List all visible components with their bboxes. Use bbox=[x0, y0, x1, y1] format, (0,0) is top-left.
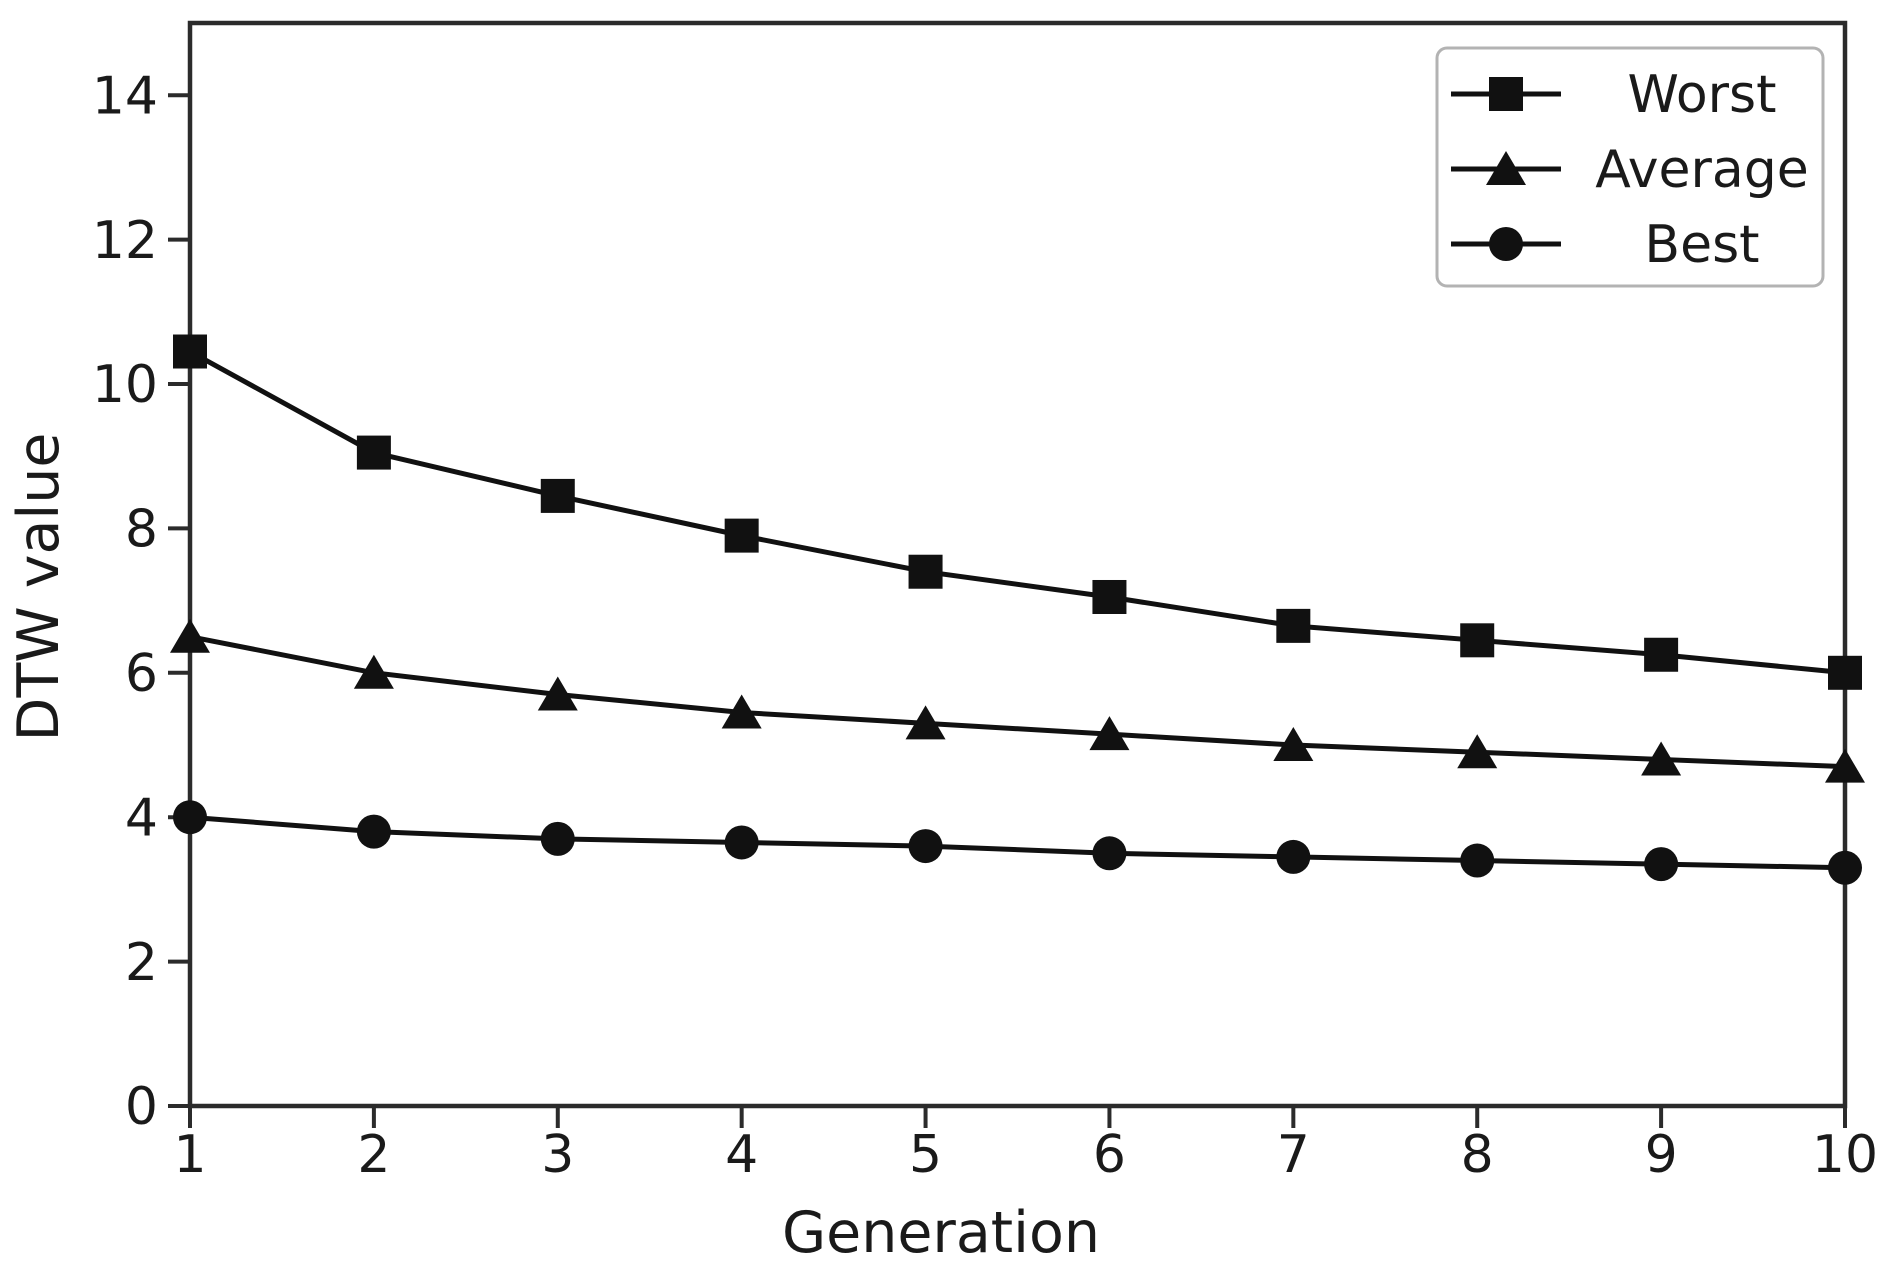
y-tick-label: 0 bbox=[125, 1077, 158, 1137]
square-marker bbox=[1828, 655, 1862, 690]
square-marker bbox=[724, 518, 759, 553]
x-tick-label: 10 bbox=[1812, 1125, 1878, 1185]
square-marker bbox=[1092, 579, 1127, 614]
circle-marker bbox=[908, 829, 943, 864]
series-line-average bbox=[189, 634, 1846, 770]
series-line-best bbox=[189, 814, 1846, 871]
series-line-worst bbox=[188, 349, 1846, 676]
circle-marker bbox=[1460, 843, 1495, 878]
circle-marker bbox=[1092, 836, 1127, 871]
square-marker bbox=[1644, 637, 1679, 672]
y-tick-label: 4 bbox=[125, 788, 158, 848]
triangle-marker bbox=[1641, 741, 1682, 776]
x-tick-label: 9 bbox=[1645, 1125, 1678, 1185]
x-tick-label: 3 bbox=[541, 1125, 574, 1185]
triangle-marker bbox=[1825, 748, 1865, 783]
x-tick-label: 4 bbox=[725, 1125, 758, 1185]
legend-box bbox=[1435, 46, 1825, 288]
circle-marker bbox=[1489, 227, 1523, 261]
circle-marker bbox=[724, 825, 759, 860]
y-tick-label: 14 bbox=[92, 66, 158, 126]
circle-marker bbox=[356, 814, 391, 849]
square-marker bbox=[1489, 77, 1523, 111]
triangle-marker bbox=[1486, 151, 1526, 185]
legend-label-average: Average bbox=[1595, 140, 1809, 200]
y-tick-label: 2 bbox=[125, 933, 158, 993]
x-tick-label: 8 bbox=[1461, 1125, 1494, 1185]
square-marker bbox=[1276, 608, 1311, 643]
triangle-marker bbox=[1089, 716, 1130, 751]
legend: Worst Average Best bbox=[1435, 46, 1825, 288]
triangle-marker bbox=[1457, 734, 1498, 769]
triangle-marker bbox=[353, 654, 394, 689]
square-marker bbox=[173, 334, 207, 369]
circle-marker bbox=[1644, 847, 1679, 882]
y-axis-label: DTW value bbox=[6, 433, 72, 742]
y-tick-label: 10 bbox=[92, 355, 158, 415]
x-tick-label: 7 bbox=[1277, 1125, 1310, 1185]
triangle-marker bbox=[905, 705, 946, 740]
triangle-marker bbox=[170, 618, 210, 653]
x-axis-label: Generation bbox=[782, 1200, 1100, 1266]
circle-marker bbox=[1276, 839, 1311, 874]
triangle-marker bbox=[1273, 727, 1314, 761]
y-tick-label: 6 bbox=[125, 644, 158, 704]
square-marker bbox=[356, 435, 391, 470]
x-tick-label: 2 bbox=[357, 1125, 390, 1185]
square-marker bbox=[908, 554, 943, 589]
plot-border bbox=[187, 20, 1848, 1109]
circle-marker bbox=[173, 800, 207, 835]
x-tick-label: 6 bbox=[1093, 1125, 1126, 1185]
triangle-marker bbox=[721, 694, 762, 729]
circle-marker bbox=[1828, 850, 1862, 885]
square-marker bbox=[1460, 623, 1495, 658]
y-tick-label: 8 bbox=[125, 500, 158, 560]
x-tick-label: 5 bbox=[909, 1125, 942, 1185]
circle-marker bbox=[540, 821, 575, 856]
x-tick-label: 1 bbox=[173, 1125, 206, 1185]
legend-label-worst: Worst bbox=[1627, 65, 1776, 125]
legend-label-best: Best bbox=[1644, 215, 1759, 275]
triangle-marker bbox=[537, 676, 578, 711]
y-tick-label: 12 bbox=[92, 211, 158, 271]
series-layer bbox=[170, 334, 1865, 885]
square-marker bbox=[540, 478, 575, 513]
